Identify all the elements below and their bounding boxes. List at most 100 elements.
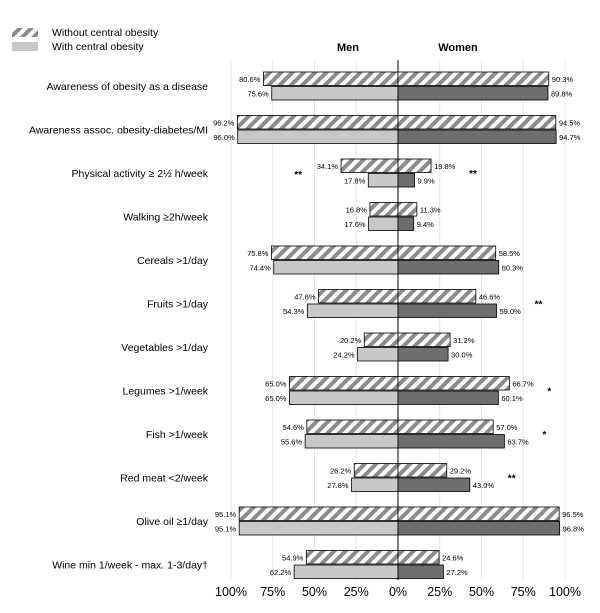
data-label-women-without: 58.5% (499, 249, 521, 258)
bar-men-with (306, 303, 399, 318)
bar-women-with (397, 173, 415, 188)
significance-marker-women: ** (469, 169, 477, 180)
bar-women-without (397, 289, 477, 304)
data-label-women-without: 29.2% (450, 467, 472, 476)
bar-women-with (397, 434, 505, 449)
bar-women-without (397, 550, 440, 565)
category-label: Wine min 1/week - max. 1-3/day† (52, 560, 208, 572)
data-label-men-with: 75.6% (247, 90, 269, 99)
significance-marker-women: ** (535, 300, 543, 311)
data-label-women-with: 9.4% (417, 220, 434, 229)
bar-men-without (340, 158, 399, 173)
data-label-women-without: 94.5% (559, 119, 581, 128)
bar-men-with (368, 216, 399, 231)
data-label-men-with: 17.8% (344, 177, 366, 186)
bar-women-without (397, 463, 448, 478)
category-label: Fish >1/week (146, 429, 209, 441)
x-tick-label: 100% (549, 585, 581, 599)
bar-women-without (397, 376, 510, 391)
bar-men-with (367, 173, 399, 188)
data-label-men-without: 65.0% (265, 380, 287, 389)
category-label: Olive oil ≥1/day (136, 516, 208, 528)
panel-headers: Men Women (337, 42, 478, 54)
data-label-women-without: 96.5% (562, 510, 584, 519)
bar-women-without (397, 506, 560, 521)
category-label: Red meat <2/week (120, 473, 209, 485)
x-tick-label: 25% (344, 585, 369, 599)
legend-label-without: Without central obesity (52, 27, 159, 39)
bar-men-with (271, 86, 399, 101)
bar-women-without (397, 419, 494, 434)
data-label-men-without: 54.9% (282, 554, 304, 563)
data-label-men-without: 26.2% (330, 467, 352, 476)
data-label-women-with: 94.7% (559, 133, 581, 142)
bar-women-without (397, 71, 550, 86)
bar-rows: Awareness of obesity as a disease 80.6% 75… (29, 71, 584, 579)
significance-marker-women: * (542, 430, 546, 441)
bar-women-with (397, 477, 471, 492)
data-label-men-with: 55.6% (281, 438, 303, 447)
data-label-men-with: 95.1% (215, 525, 237, 534)
bar-men-with (304, 434, 399, 449)
data-label-men-with: 24.2% (333, 351, 355, 360)
data-label-men-with: 17.6% (344, 220, 366, 229)
bar-women-with (397, 260, 500, 275)
bar-men-with (351, 477, 399, 492)
bar-women-without (397, 332, 451, 347)
data-label-women-with: 60.1% (501, 394, 523, 403)
data-label-women-with: 9.9% (418, 177, 435, 186)
panel-header-women: Women (438, 42, 478, 54)
legend-swatch-without (12, 28, 38, 37)
bar-men-with (289, 390, 399, 405)
category-label: Cereals >1/day (137, 255, 209, 267)
bar-men-without (289, 376, 399, 391)
bar-men-without (318, 289, 399, 304)
category-label: Walking ≥2h/week (123, 212, 208, 224)
category-label: Fruits >1/day (147, 299, 209, 311)
significance-marker-men: ** (294, 170, 302, 181)
data-label-women-without: 31.2% (453, 336, 475, 345)
bar-women-with (397, 216, 415, 231)
bar-men-without (306, 419, 399, 434)
bar-women-without (397, 202, 418, 217)
data-label-women-with: 60.3% (502, 264, 524, 273)
data-label-women-with: 89.8% (551, 90, 573, 99)
bar-men-with (237, 129, 399, 144)
bar-men-with (293, 564, 399, 579)
data-label-women-with: 63.7% (507, 438, 529, 447)
bar-men-without (353, 463, 399, 478)
significance-marker-women: * (547, 387, 551, 398)
category-label: Vegetables >1/day (121, 342, 208, 354)
x-tick-label: 25% (427, 585, 452, 599)
category-label: Awareness assoc. obesity-diabetes/MI (29, 125, 208, 137)
legend-swatch-with (12, 42, 38, 51)
data-label-men-without: 80.6% (239, 75, 261, 84)
data-label-women-without: 66.7% (512, 380, 534, 389)
bar-men-without (236, 115, 399, 130)
bar-women-with (397, 347, 449, 362)
bar-women-without (397, 158, 432, 173)
data-label-men-without: 75.8% (247, 249, 269, 258)
bar-women-with (397, 564, 444, 579)
x-tick-label: 100% (215, 585, 247, 599)
data-label-men-without: 96.2% (213, 119, 235, 128)
data-label-men-without: 16.8% (346, 206, 368, 215)
data-label-men-without: 54.6% (283, 423, 305, 432)
data-label-men-without: 20.2% (340, 336, 362, 345)
x-tick-label: 75% (260, 585, 285, 599)
data-label-women-without: 90.3% (552, 75, 574, 84)
bar-women-without (397, 245, 497, 260)
data-label-men-with: 96.0% (213, 133, 235, 142)
bar-men-with (273, 260, 399, 275)
bar-men-without (363, 332, 399, 347)
bar-women-with (397, 390, 499, 405)
data-label-men-without: 34.1% (317, 162, 339, 171)
category-label: Awareness of obesity as a disease (47, 81, 209, 93)
data-label-men-without: 95.1% (215, 510, 237, 519)
bar-men-with (357, 347, 399, 362)
category-label: Physical activity ≥ 2½ h/week (72, 168, 209, 180)
bar-women-with (397, 129, 557, 144)
bar-men-without (262, 71, 399, 86)
data-label-men-with: 62.2% (270, 568, 292, 577)
significance-marker-women: ** (508, 474, 516, 485)
